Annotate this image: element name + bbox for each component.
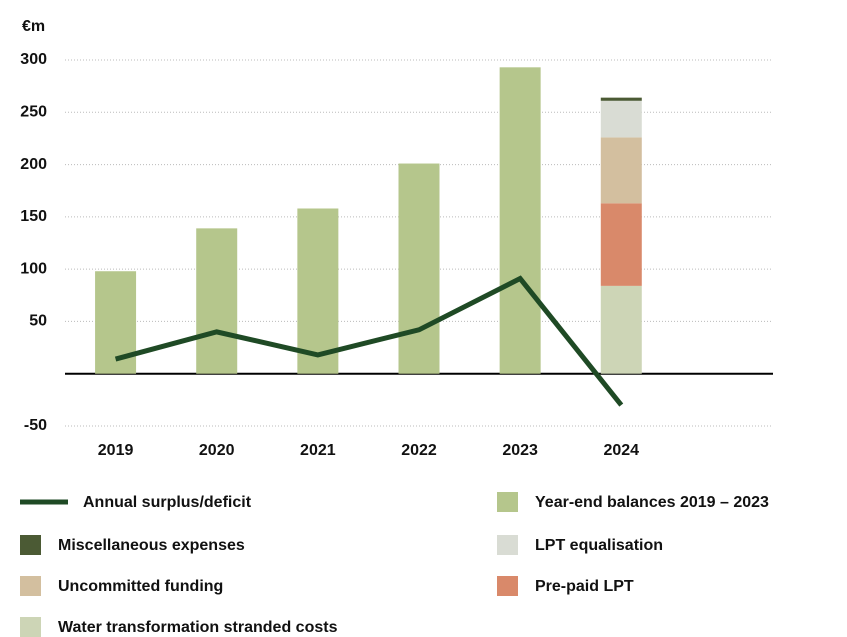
bar: [297, 208, 339, 374]
bar: [499, 67, 541, 374]
x-tick-label: 2023: [502, 442, 538, 459]
y-tick-label: 150: [20, 208, 47, 225]
x-tick-label: 2021: [300, 442, 336, 459]
bar: [600, 285, 642, 374]
x-tick-label: 2022: [401, 442, 437, 459]
legend-swatch: [497, 492, 518, 512]
legend-swatch: [497, 576, 518, 596]
line: [114, 275, 624, 407]
legend-label: Pre-paid LPT: [535, 578, 634, 595]
x-tick-label: 2024: [603, 442, 639, 459]
bar: [398, 163, 440, 374]
bar: [600, 203, 642, 286]
y-tick-label: -50: [24, 417, 47, 434]
unit-label: €m: [22, 18, 45, 35]
legend-label: LPT equalisation: [535, 537, 663, 554]
x-tick-label: 2020: [199, 442, 235, 459]
legend-swatch: [20, 535, 41, 555]
y-tick-label: 300: [20, 51, 47, 68]
bar: [600, 137, 642, 204]
legend-label: Water transformation stranded costs: [58, 619, 338, 636]
legend-label: Annual surplus/deficit: [83, 494, 252, 511]
bar: [196, 228, 238, 374]
bar: [600, 97, 642, 101]
y-tick-label: 100: [20, 260, 47, 277]
y-tick-label: 250: [20, 104, 47, 121]
legend-swatch: [20, 576, 41, 596]
legend-label: Year-end balances 2019 – 2023: [535, 494, 769, 511]
y-tick-label: 50: [29, 313, 47, 330]
y-tick-label: 200: [20, 156, 47, 173]
bar: [600, 100, 642, 138]
legend-label: Uncommitted funding: [58, 578, 223, 595]
x-tick-label: 2019: [98, 442, 134, 459]
legend-label: Miscellaneous expenses: [58, 537, 245, 554]
legend-swatch: [20, 617, 41, 637]
legend-swatch: [497, 535, 518, 555]
